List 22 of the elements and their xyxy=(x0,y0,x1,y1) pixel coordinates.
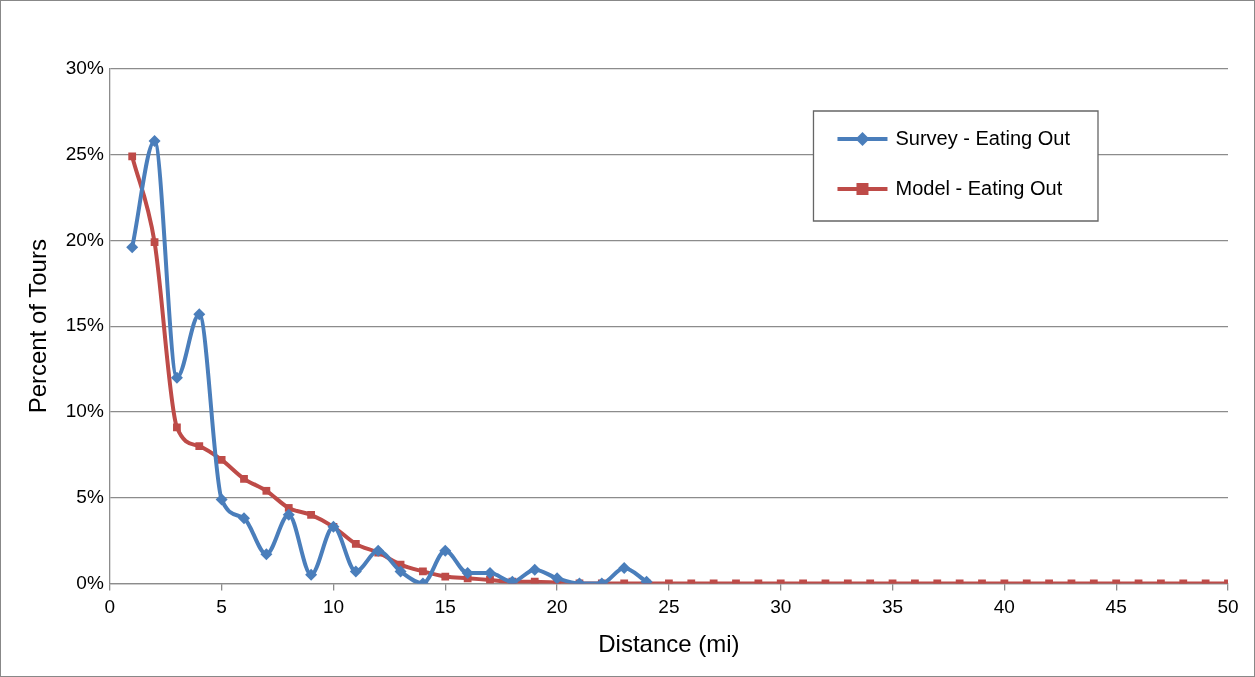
y-tick-label: 20% xyxy=(65,228,104,250)
y-tick-label: 25% xyxy=(65,142,104,164)
x-tick-label: 45 xyxy=(1105,596,1127,618)
x-tick-label: 5 xyxy=(216,596,227,618)
x-tick-label: 20 xyxy=(546,596,568,618)
y-tick-label: 0% xyxy=(76,571,104,593)
y-tick-label: 5% xyxy=(76,485,104,507)
y-tick-label: 15% xyxy=(65,314,104,336)
legend-label: Model - Eating Out xyxy=(895,176,1063,199)
y-tick-label: 30% xyxy=(65,57,104,79)
x-tick-label: 50 xyxy=(1217,596,1239,618)
x-tick-label: 40 xyxy=(993,596,1015,618)
legend-label: Survey - Eating Out xyxy=(895,126,1071,149)
x-tick-label: 25 xyxy=(658,596,680,618)
x-tick-label: 0 xyxy=(104,596,116,618)
x-tick-label: 15 xyxy=(434,596,456,618)
x-axis-title: Distance (mi) xyxy=(598,630,740,658)
x-tick-label: 35 xyxy=(881,596,904,618)
x-tick-label: 30 xyxy=(770,596,792,618)
x-tick-label: 10 xyxy=(322,596,345,618)
y-axis-title: Percent of Tours xyxy=(24,239,52,414)
y-tick-label: 10% xyxy=(65,400,104,422)
